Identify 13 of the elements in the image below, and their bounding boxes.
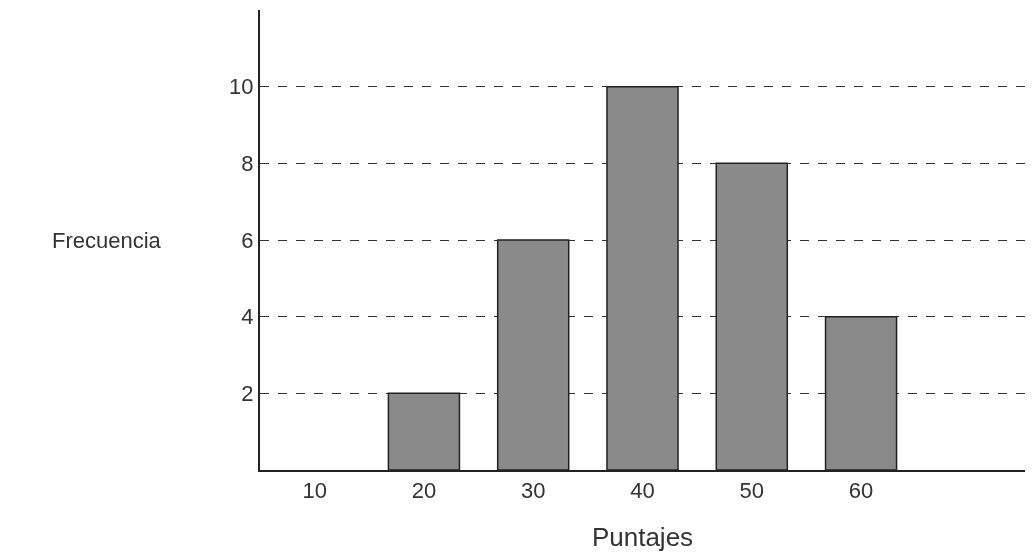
y-tick-label: 8 xyxy=(241,151,254,177)
x-tick-label: 40 xyxy=(630,478,655,504)
y-tick-label: 2 xyxy=(241,381,254,407)
x-tick-label: 50 xyxy=(739,478,765,504)
y-tick-label: 4 xyxy=(241,304,254,330)
x-axis-title: Puntajes xyxy=(591,521,694,552)
y-tick-label: 6 xyxy=(241,227,254,253)
x-tick-label: 60 xyxy=(848,478,874,504)
y-tick-label: 10 xyxy=(229,74,254,100)
x-tick-label: 30 xyxy=(520,478,546,504)
y-axis-title: Frecuencia xyxy=(52,228,162,253)
x-tick-label: 20 xyxy=(411,478,437,504)
x-tick-label: 10 xyxy=(302,478,327,504)
